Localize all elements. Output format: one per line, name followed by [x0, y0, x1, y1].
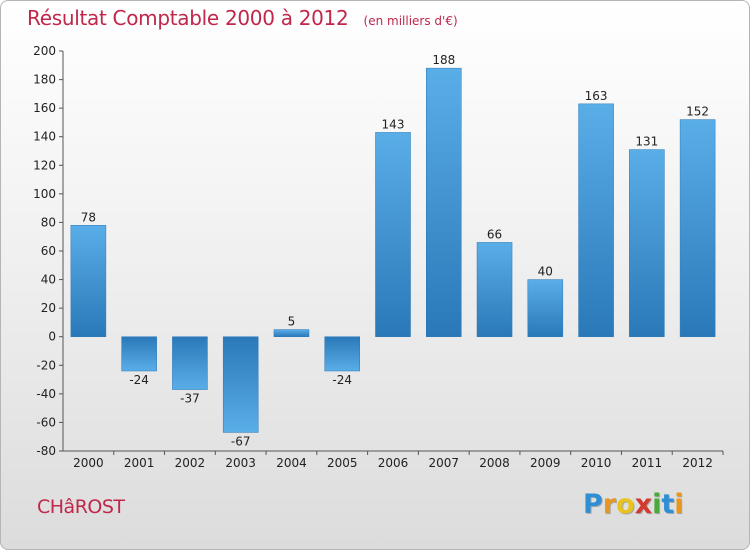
y-tick-label: -60 [36, 415, 56, 429]
x-tick-label-2012: 2012 [682, 456, 713, 470]
bar-2000[interactable] [70, 225, 107, 337]
x-tick-label-2001: 2001 [124, 456, 155, 470]
bar-2003[interactable] [222, 336, 259, 433]
y-tick-label: 200 [33, 44, 56, 58]
bar-value-label-2006: 143 [382, 117, 405, 131]
x-tick-label-2006: 2006 [378, 456, 409, 470]
bar-value-label-2004: 5 [288, 315, 296, 329]
bar-value-label-2002: -37 [180, 392, 200, 406]
bars-group [70, 67, 716, 433]
axis-group: -80-60-40-200204060801001201401601802002… [33, 44, 724, 470]
logo-letter: o [616, 489, 635, 520]
y-tick-label: 40 [41, 273, 56, 287]
x-tick-label-2004: 2004 [276, 456, 307, 470]
bar-value-label-2011: 131 [635, 135, 658, 149]
logo-letter: x [634, 489, 653, 520]
bar-2008[interactable] [476, 242, 513, 337]
y-tick-label: 140 [33, 130, 56, 144]
bar-value-label-2009: 40 [538, 265, 553, 279]
x-tick-label-2010: 2010 [581, 456, 612, 470]
bar-2011[interactable] [629, 149, 665, 337]
x-tick-label-2000: 2000 [73, 456, 104, 470]
bar-value-label-2007: 188 [432, 53, 455, 67]
y-tick-label: 120 [33, 158, 56, 172]
x-tick-label-2011: 2011 [632, 456, 663, 470]
logo-letter: i [674, 489, 684, 520]
bar-2006[interactable] [375, 132, 411, 337]
commune-name: CHâROST [37, 496, 125, 518]
bar-2005[interactable] [324, 336, 360, 372]
proxiti-logo[interactable]: Proxiti [583, 489, 684, 520]
y-tick-label: -40 [36, 387, 56, 401]
x-tick-label-2003: 2003 [225, 456, 256, 470]
bar-value-label-2005: -24 [332, 373, 352, 387]
x-tick-label-2007: 2007 [428, 456, 459, 470]
bar-2010[interactable] [578, 103, 614, 337]
x-tick-label-2002: 2002 [175, 456, 206, 470]
x-tick-label-2005: 2005 [327, 456, 358, 470]
chart-title: Résultat Comptable 2000 à 2012 [27, 6, 349, 30]
logo-letter: t [661, 489, 675, 520]
bar-2007[interactable] [426, 67, 462, 337]
y-tick-label: 60 [41, 244, 56, 258]
labels-group: 78 -24 -37 -67 5 -24 143 188 66 40 163 131 152 [81, 53, 709, 448]
bar-value-label-2012: 152 [686, 105, 709, 119]
bar-2012[interactable] [679, 119, 716, 337]
x-tick-label-2009: 2009 [530, 456, 561, 470]
bar-value-label-2010: 163 [585, 89, 608, 103]
logo-letter: P [583, 489, 603, 520]
y-tick-label: 80 [41, 215, 56, 229]
chart-title-group: Résultat Comptable 2000 à 2012 (en milli… [27, 6, 458, 30]
bar-value-label-2000: 78 [81, 210, 96, 224]
y-tick-label: 100 [33, 187, 56, 201]
logo-letter: i [652, 489, 662, 520]
bar-value-label-2008: 66 [487, 227, 502, 241]
x-tick-label-2008: 2008 [479, 456, 510, 470]
chart-subtitle: (en milliers d'€) [363, 14, 458, 28]
y-tick-label: -20 [36, 358, 56, 372]
logo-letter: r [602, 489, 617, 520]
y-tick-label: -80 [36, 444, 56, 458]
y-tick-label: 0 [48, 330, 56, 344]
bar-2002[interactable] [172, 336, 208, 390]
bar-2004[interactable] [273, 329, 310, 337]
bar-2009[interactable] [527, 279, 564, 337]
y-tick-label: 20 [41, 301, 56, 315]
bar-2001[interactable] [121, 336, 157, 372]
bar-value-label-2003: -67 [231, 434, 251, 448]
y-tick-label: 180 [33, 73, 56, 87]
y-tick-label: 160 [33, 101, 56, 115]
bar-value-label-2001: -24 [129, 373, 149, 387]
